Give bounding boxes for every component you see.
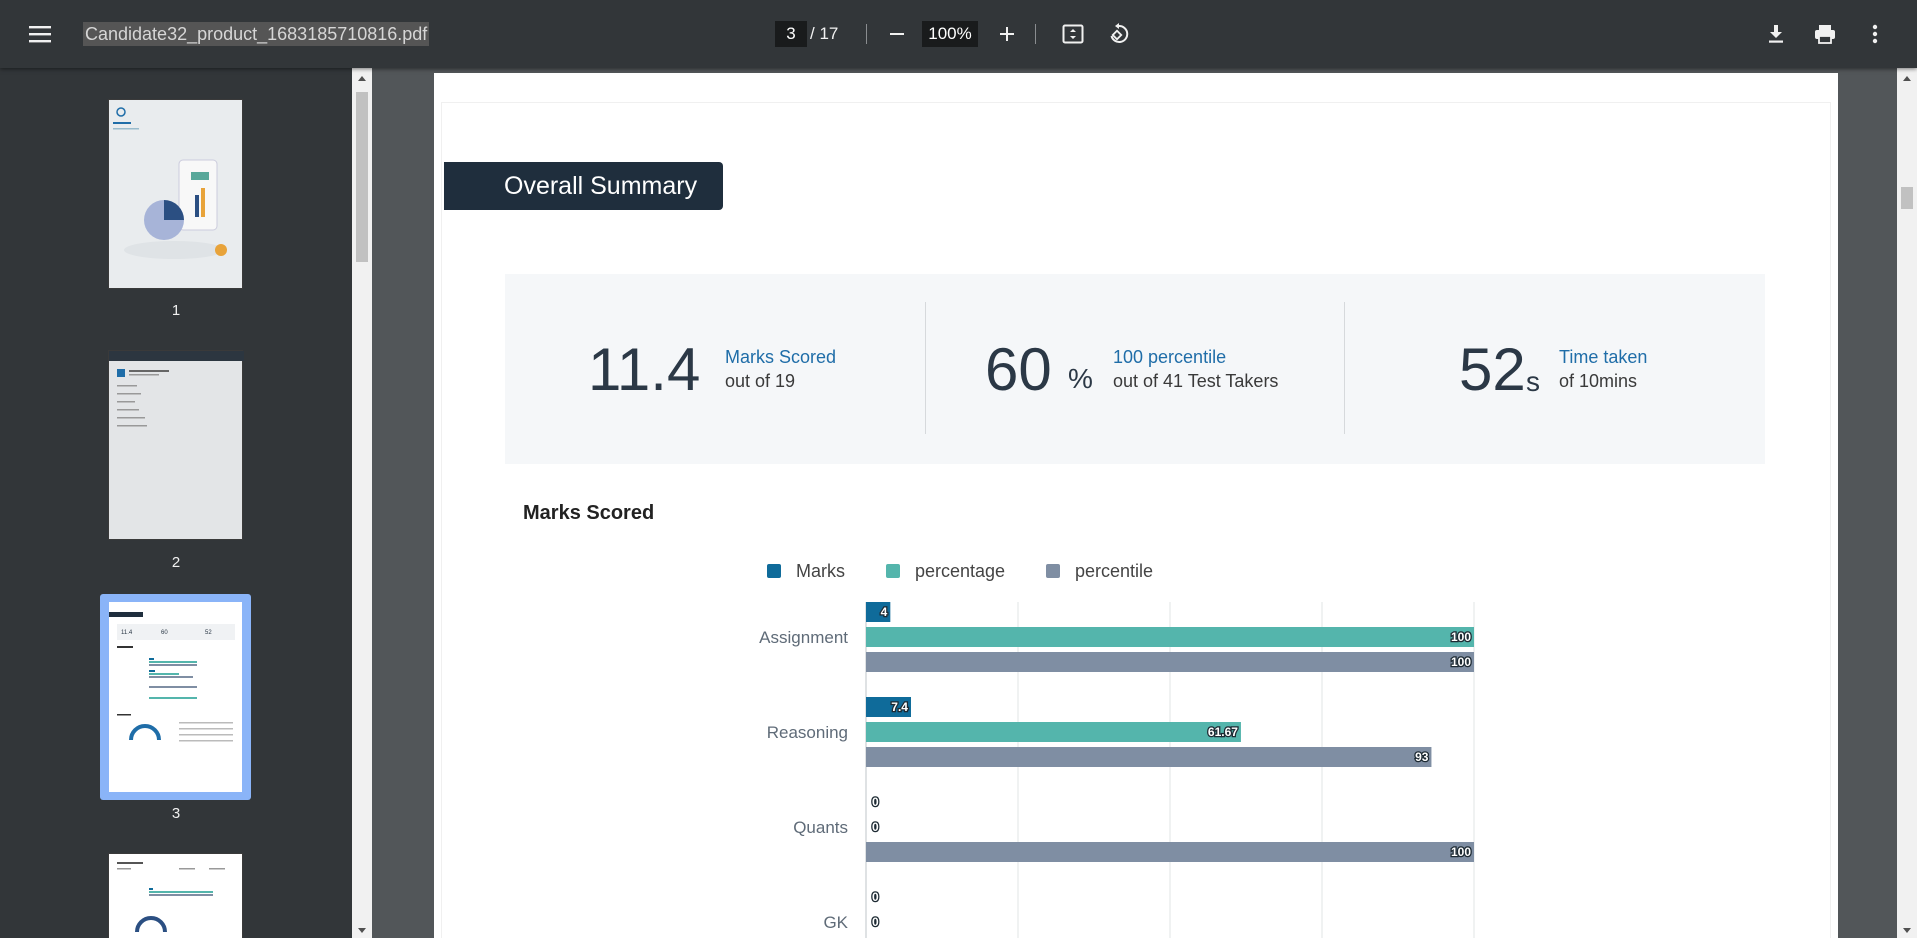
bar-percentile: [866, 652, 1474, 672]
plus-icon: [1000, 27, 1014, 41]
summary-stats-panel: [505, 274, 1765, 464]
zoom-in-button[interactable]: [990, 16, 1024, 52]
data-label: 4: [881, 605, 888, 619]
marks-scored-value: 11.4: [588, 336, 701, 403]
marks-scored-label: Marks Scored: [725, 347, 837, 367]
marks-scored-sub: out of 19: [725, 371, 796, 391]
page-thumbnail-4[interactable]: [108, 853, 243, 938]
pdf-toolbar: Candidate32_product_1683185710816.pdf 3 …: [0, 0, 1917, 68]
bar-percentile: [866, 842, 1474, 862]
legend-swatch-marks: [767, 564, 781, 578]
download-icon: [1769, 25, 1783, 43]
pdf-page: [434, 73, 1838, 938]
legend-label-marks[interactable]: Marks: [796, 561, 845, 581]
scroll-up-arrow-icon[interactable]: [358, 76, 366, 81]
page-content: [442, 103, 1830, 938]
viewer-scrollbar-thumb[interactable]: [1901, 187, 1913, 209]
menu-icon[interactable]: [20, 16, 60, 52]
legend-label-percentile[interactable]: percentile: [1075, 561, 1154, 581]
download-button[interactable]: [1759, 16, 1793, 52]
page-thumbnail-2[interactable]: [108, 350, 244, 540]
category-label: GK: [823, 913, 848, 932]
page-thumbnail-label: 3: [171, 805, 181, 822]
stat-divider: [1344, 302, 1345, 434]
zoom-level-input[interactable]: 100%: [922, 21, 978, 47]
category-label: Reasoning: [767, 723, 848, 742]
bar-marks: [866, 602, 891, 622]
percentile-label: 100 percentile: [1113, 347, 1227, 367]
rotate-button[interactable]: [1101, 16, 1135, 52]
zoom-out-button[interactable]: [880, 16, 914, 52]
percentage-unit: %: [1068, 363, 1093, 394]
svg-text:60: 60: [161, 630, 168, 636]
svg-text:52: 52: [205, 630, 212, 636]
data-label: 93: [1415, 750, 1429, 764]
thumbnail-sidebar: 1 2 11.4 60 52 3: [0, 68, 352, 938]
time-taken-value: 52: [1459, 336, 1526, 403]
data-label: 0: [872, 795, 879, 809]
legend-swatch-percentage: [886, 564, 900, 578]
print-button[interactable]: [1808, 16, 1842, 52]
time-taken-sub: of 10mins: [1559, 371, 1638, 391]
time-taken-label: Time taken: [1559, 347, 1648, 367]
document-title: Candidate32_product_1683185710816.pdf: [83, 22, 430, 46]
sidebar-scrollbar-thumb[interactable]: [356, 92, 368, 262]
data-label: 7.4: [891, 700, 908, 714]
data-label: 100: [1451, 845, 1471, 859]
more-options-icon[interactable]: [1858, 16, 1892, 52]
data-label: 100: [1451, 630, 1471, 644]
data-label: 0: [872, 820, 879, 834]
page-thumbnail-1[interactable]: [108, 99, 243, 289]
scroll-down-arrow-icon[interactable]: [358, 928, 366, 933]
data-label: 0: [872, 915, 879, 929]
fit-to-page-button[interactable]: [1056, 16, 1090, 52]
stat-divider: [925, 302, 926, 434]
document-viewer: [372, 68, 1897, 938]
category-label: Assignment: [759, 628, 848, 647]
bar-percentile: [866, 747, 1432, 767]
printer-icon: [1815, 25, 1835, 44]
page-total: / 17: [810, 24, 839, 43]
data-label: 100: [1451, 655, 1471, 669]
scroll-down-arrow-icon[interactable]: [1903, 928, 1911, 933]
toolbar-divider: [866, 24, 867, 44]
rotate-icon: [1110, 23, 1129, 43]
fit-page-icon: [1062, 24, 1084, 44]
legend-swatch-percentile: [1046, 564, 1060, 578]
scroll-up-arrow-icon[interactable]: [1903, 76, 1911, 81]
time-taken-unit: s: [1526, 366, 1540, 397]
bar-marks: [866, 697, 911, 717]
bar-percentage: [866, 627, 1474, 647]
category-label: Quants: [793, 818, 848, 837]
toolbar-divider: [1035, 24, 1036, 44]
page-thumbnail-3[interactable]: 11.4 60 52: [108, 601, 243, 793]
sidebar-scrollbar[interactable]: [352, 68, 372, 938]
page-thumbnail-label: 1: [171, 302, 181, 319]
viewer-scrollbar[interactable]: [1897, 68, 1917, 938]
data-label: 0: [872, 890, 879, 904]
chart-title: Marks Scored: [523, 502, 655, 524]
bar-percentage: [866, 722, 1241, 742]
page-thumbnail-label: 2: [171, 554, 181, 571]
marks-bar-chart: Assignment 4 100 100 Reasoning 7.4 61.67 93 Quan…: [759, 602, 1475, 938]
data-label: 61.67: [1208, 725, 1238, 739]
svg-text:11.4: 11.4: [121, 630, 133, 636]
section-heading: Overall Summary: [444, 162, 723, 210]
legend-label-percentage[interactable]: percentage: [915, 561, 1006, 581]
percentile-sub: out of 41 Test Takers: [1113, 371, 1279, 391]
page-number-input[interactable]: 3: [775, 21, 807, 47]
percentage-value: 60: [985, 336, 1052, 403]
minus-icon: [890, 33, 904, 35]
